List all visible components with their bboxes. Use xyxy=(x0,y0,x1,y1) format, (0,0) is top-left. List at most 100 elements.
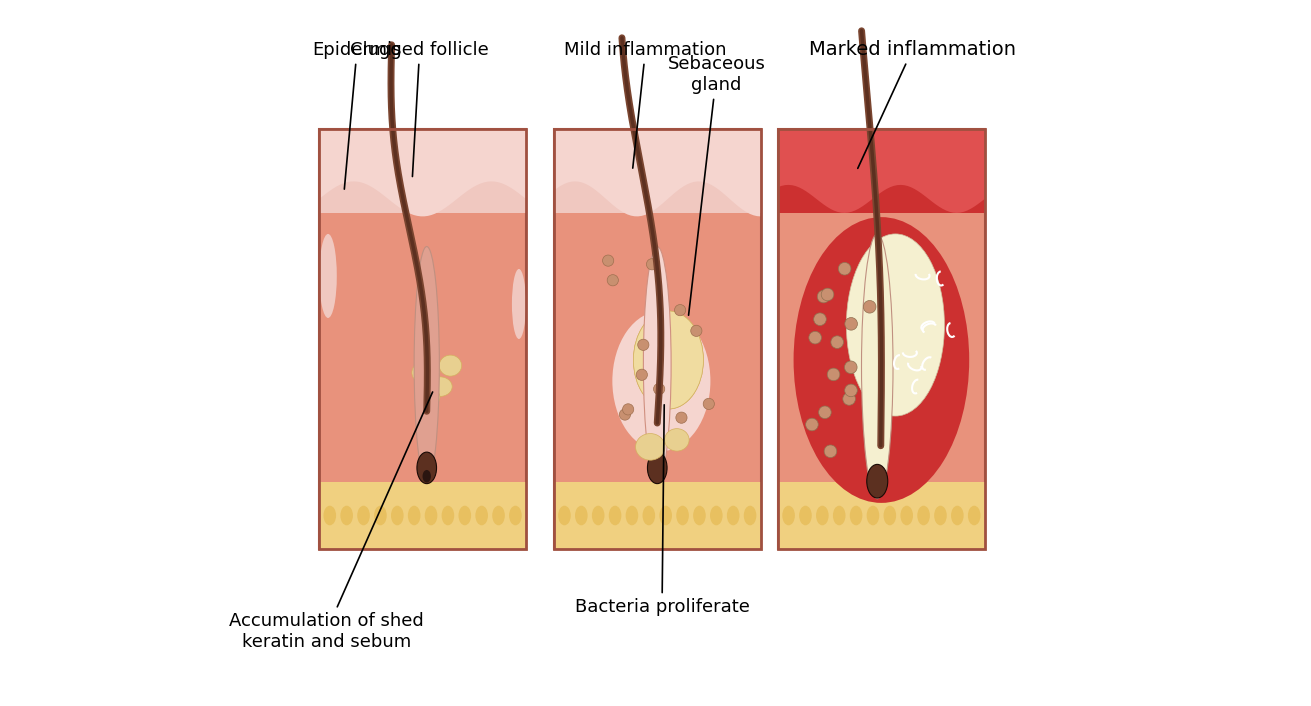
Circle shape xyxy=(844,318,857,330)
Ellipse shape xyxy=(867,505,880,525)
Ellipse shape xyxy=(867,465,888,498)
Polygon shape xyxy=(555,129,760,217)
Circle shape xyxy=(864,301,876,313)
Bar xyxy=(320,129,526,549)
Polygon shape xyxy=(777,129,985,213)
Ellipse shape xyxy=(417,452,437,484)
Text: Clugged follicle: Clugged follicle xyxy=(350,41,489,176)
Polygon shape xyxy=(320,129,526,216)
Circle shape xyxy=(607,275,619,286)
Circle shape xyxy=(675,304,686,316)
Ellipse shape xyxy=(591,505,604,525)
Ellipse shape xyxy=(576,505,587,525)
Text: Mild inflammation: Mild inflammation xyxy=(564,41,726,168)
Ellipse shape xyxy=(935,505,947,525)
Circle shape xyxy=(646,258,658,270)
Ellipse shape xyxy=(918,505,929,525)
Ellipse shape xyxy=(665,429,690,451)
Ellipse shape xyxy=(659,505,673,525)
Circle shape xyxy=(654,383,665,395)
Ellipse shape xyxy=(492,505,505,525)
Ellipse shape xyxy=(391,505,404,525)
Circle shape xyxy=(603,255,614,266)
Ellipse shape xyxy=(459,505,471,525)
Circle shape xyxy=(814,313,826,325)
Circle shape xyxy=(619,409,631,420)
Ellipse shape xyxy=(439,355,461,376)
Circle shape xyxy=(703,398,714,409)
Bar xyxy=(320,129,526,213)
Ellipse shape xyxy=(850,505,863,525)
Bar xyxy=(555,482,760,549)
Circle shape xyxy=(676,412,687,424)
Ellipse shape xyxy=(815,505,829,525)
Ellipse shape xyxy=(633,311,704,409)
Ellipse shape xyxy=(743,505,756,525)
Text: Marked inflammation: Marked inflammation xyxy=(809,40,1016,168)
Ellipse shape xyxy=(648,452,667,484)
Ellipse shape xyxy=(625,505,638,525)
Ellipse shape xyxy=(884,505,897,525)
Ellipse shape xyxy=(644,246,671,482)
Bar xyxy=(777,129,985,549)
Ellipse shape xyxy=(694,505,705,525)
Circle shape xyxy=(818,406,831,419)
Bar xyxy=(777,129,985,549)
Ellipse shape xyxy=(800,505,812,525)
Ellipse shape xyxy=(320,234,337,318)
Ellipse shape xyxy=(324,505,336,525)
Ellipse shape xyxy=(442,505,454,525)
Ellipse shape xyxy=(341,505,353,525)
Circle shape xyxy=(691,325,701,337)
Circle shape xyxy=(838,263,851,275)
Ellipse shape xyxy=(608,505,621,525)
Circle shape xyxy=(806,418,818,431)
Bar xyxy=(555,129,760,213)
Ellipse shape xyxy=(511,269,526,339)
Ellipse shape xyxy=(420,388,440,406)
Ellipse shape xyxy=(408,505,421,525)
Circle shape xyxy=(844,361,857,373)
Bar xyxy=(555,129,760,549)
Circle shape xyxy=(821,288,834,301)
Ellipse shape xyxy=(414,246,439,482)
Bar xyxy=(320,129,526,549)
Bar xyxy=(777,482,985,549)
Ellipse shape xyxy=(711,505,722,525)
Text: Epidermis: Epidermis xyxy=(312,41,401,189)
Circle shape xyxy=(623,404,633,415)
Circle shape xyxy=(809,331,822,344)
Text: Sebaceous
gland: Sebaceous gland xyxy=(667,55,766,315)
Ellipse shape xyxy=(642,505,656,525)
Ellipse shape xyxy=(558,505,570,525)
Bar xyxy=(320,482,526,549)
Ellipse shape xyxy=(509,505,522,525)
Circle shape xyxy=(843,393,855,405)
Ellipse shape xyxy=(612,311,711,451)
Ellipse shape xyxy=(847,234,944,416)
Ellipse shape xyxy=(427,377,452,397)
Circle shape xyxy=(827,368,840,381)
Ellipse shape xyxy=(968,505,981,525)
Ellipse shape xyxy=(412,360,440,385)
Circle shape xyxy=(831,336,843,349)
Bar xyxy=(555,129,760,549)
Ellipse shape xyxy=(950,505,964,525)
Circle shape xyxy=(817,290,830,303)
Circle shape xyxy=(637,339,649,350)
Ellipse shape xyxy=(783,505,794,525)
Text: Bacteria proliferate: Bacteria proliferate xyxy=(574,405,750,616)
Ellipse shape xyxy=(793,217,969,503)
Ellipse shape xyxy=(357,505,370,525)
Ellipse shape xyxy=(676,505,688,525)
Ellipse shape xyxy=(425,505,438,525)
Circle shape xyxy=(636,369,648,381)
Ellipse shape xyxy=(476,505,488,525)
Ellipse shape xyxy=(374,505,387,525)
Circle shape xyxy=(844,384,857,397)
Ellipse shape xyxy=(726,505,739,525)
Ellipse shape xyxy=(861,234,893,498)
Ellipse shape xyxy=(832,505,846,525)
Circle shape xyxy=(825,445,836,457)
Ellipse shape xyxy=(422,470,431,483)
